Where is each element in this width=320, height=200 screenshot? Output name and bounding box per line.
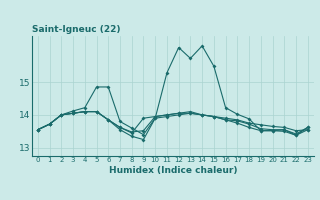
Text: Saint-Igneuc (22): Saint-Igneuc (22) <box>32 25 121 34</box>
X-axis label: Humidex (Indice chaleur): Humidex (Indice chaleur) <box>108 166 237 175</box>
